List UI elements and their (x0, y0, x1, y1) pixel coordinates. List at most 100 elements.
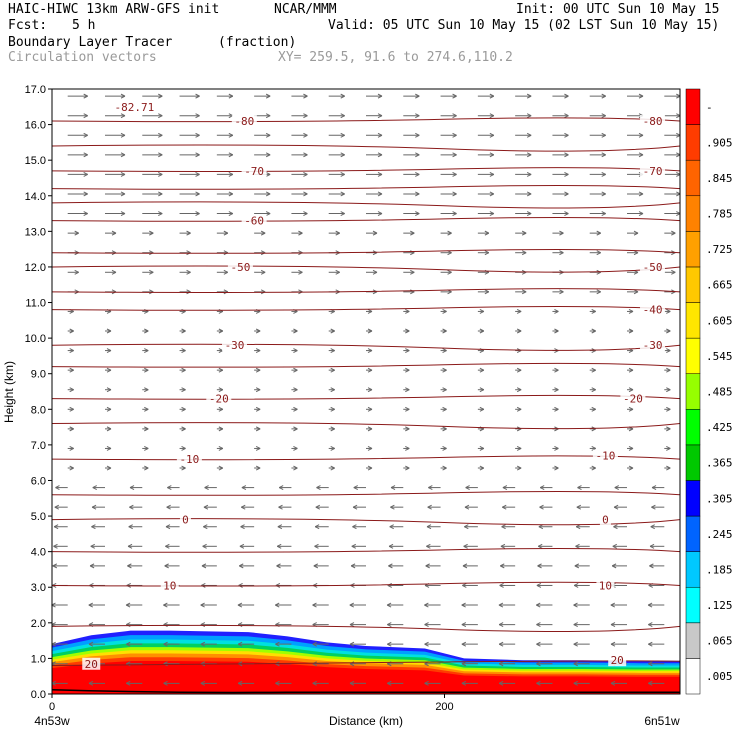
circulation-vector (386, 602, 404, 608)
circulation-vector (424, 641, 441, 647)
circulation-vector (664, 132, 681, 138)
contour-label-bg (640, 303, 666, 316)
vector-head (628, 328, 634, 334)
vector-head (415, 211, 420, 217)
vector-head (83, 171, 88, 177)
circulation-vector (126, 680, 143, 686)
vector-head (106, 348, 112, 354)
vector-head (479, 308, 485, 314)
circulation-vector (539, 485, 553, 491)
vector-head (69, 445, 74, 451)
circulation-vector (515, 445, 522, 451)
vector-head (479, 406, 485, 412)
circulation-vector (216, 250, 229, 256)
circulation-vector (627, 191, 644, 197)
circulation-vector (573, 661, 590, 667)
circulation-vector (142, 367, 149, 373)
vector-head (613, 504, 619, 510)
circulation-vector (515, 367, 522, 373)
circulation-vector (200, 641, 217, 647)
vector-head (316, 485, 321, 491)
vector-head (648, 680, 653, 686)
vector-head (120, 152, 126, 158)
vector-head (377, 113, 383, 119)
vector-head (628, 445, 634, 451)
vector-head (144, 406, 149, 412)
vector-head (228, 93, 234, 99)
colorbar-swatch (685, 231, 701, 268)
circulation-vector (216, 387, 224, 393)
vector-head (601, 152, 606, 158)
vector-head (387, 641, 392, 647)
vector-head (201, 563, 207, 569)
vector-head (83, 113, 88, 119)
vector-head (426, 524, 432, 530)
circulation-vector (328, 191, 345, 197)
circulation-vector (104, 328, 112, 334)
contour-label: 20 (611, 654, 624, 667)
circulation-vector (573, 622, 590, 628)
vector-head (479, 367, 485, 373)
vector-head (498, 680, 504, 686)
circulation-vector (589, 93, 606, 99)
temperature-contour (51, 343, 681, 351)
circulation-vector (589, 445, 596, 451)
vector-head (452, 191, 457, 197)
circulation-vector (276, 563, 292, 569)
vector-head (340, 191, 345, 197)
vector-head (335, 230, 340, 236)
vector-head (573, 583, 579, 588)
circulation-vector (349, 641, 366, 647)
vector-head (255, 387, 261, 393)
contour-label-bg (241, 214, 267, 227)
circulation-vector (351, 543, 366, 549)
vector-head (218, 426, 224, 432)
circulation-vector (627, 211, 644, 217)
header-source: NCAR/MMM (274, 2, 337, 17)
circulation-vector (67, 211, 88, 217)
circulation-vector (88, 641, 105, 647)
circulation-vector (291, 348, 298, 354)
circulation-vector (291, 191, 308, 197)
circulation-vector (67, 387, 74, 393)
circulation-vector (627, 406, 634, 412)
circulation-vector (328, 387, 335, 393)
circulation-vector (104, 132, 126, 138)
vector-head (377, 171, 383, 177)
tracer-band-8 (52, 661, 680, 694)
circulation-vector (241, 485, 255, 491)
vector-head (240, 524, 245, 530)
circulation-vector (104, 348, 112, 354)
circulation-vector (627, 387, 634, 393)
vector-head (91, 524, 96, 530)
circulation-vector (403, 230, 415, 236)
vector-head (465, 485, 470, 491)
vector-head (628, 308, 634, 314)
circulation-vector (142, 426, 149, 432)
circulation-vector (403, 367, 410, 373)
vector-head (526, 113, 532, 119)
circulation-vector (91, 504, 105, 510)
vector-head (195, 191, 200, 197)
contour-label-bg (111, 100, 158, 113)
circulation-vector (179, 426, 186, 432)
vector-head (638, 132, 644, 138)
circulation-vector (328, 348, 335, 354)
circulation-vector (403, 328, 410, 334)
vector-head (129, 485, 135, 491)
circulation-vector (313, 563, 329, 569)
circulation-vector (104, 426, 112, 432)
circulation-vector (515, 426, 522, 432)
circulation-vector (552, 465, 559, 471)
temperature-contour (51, 624, 681, 632)
vector-head (648, 622, 653, 628)
circulation-vector (53, 524, 68, 530)
vector-head (241, 485, 247, 491)
vector-head (372, 269, 378, 275)
colorbar-swatch (685, 195, 701, 232)
vector-head (312, 602, 317, 608)
vector-head (479, 328, 485, 334)
vector-head (554, 308, 559, 314)
circulation-vector (664, 387, 671, 393)
circulation-vector (366, 269, 378, 275)
